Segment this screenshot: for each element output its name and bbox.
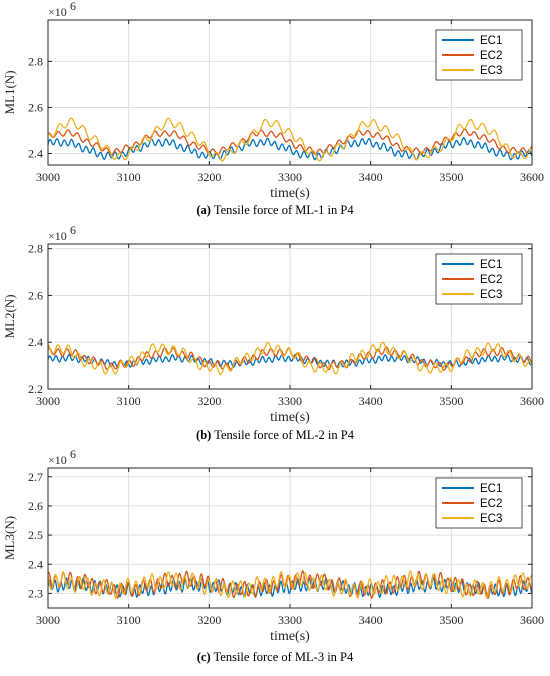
y-tick-label: 2.6 bbox=[28, 499, 43, 513]
y-tick-label: 2.6 bbox=[28, 100, 43, 114]
x-tick-label: 3200 bbox=[197, 613, 221, 627]
legend: EC1 EC2 EC3 bbox=[435, 29, 523, 81]
x-axis-label: time(s) bbox=[270, 629, 310, 644]
y-tick-label: 2.7 bbox=[28, 470, 43, 484]
series-group bbox=[48, 117, 532, 162]
series-group bbox=[48, 341, 532, 376]
series-line-ec3 bbox=[48, 570, 532, 599]
chart-panel-2: 3000 3100 3200 3300 3400 3500 3600 2.2 2.4 2.6 2.8… bbox=[2, 223, 544, 442]
legend-label-ec3: EC3 bbox=[480, 65, 502, 77]
y-tick-label: 2.4 bbox=[28, 335, 43, 349]
y-tick-label: 2.2 bbox=[28, 382, 43, 396]
x-tick-label: 3400 bbox=[359, 394, 383, 408]
series-line-ec1 bbox=[48, 353, 532, 368]
y-exponent-label: ×10 bbox=[48, 453, 67, 467]
caption-text: Tensile force of ML-1 in P4 bbox=[211, 203, 354, 217]
y-axis-label: ML2(N) bbox=[2, 294, 17, 338]
x-tick-label: 3500 bbox=[439, 170, 463, 184]
legend-label-ec1: EC1 bbox=[480, 483, 502, 495]
series-line-ec3 bbox=[48, 341, 532, 376]
y-exponent-label: ×10 bbox=[48, 5, 67, 19]
y-tick-label: 2.3 bbox=[28, 586, 43, 600]
x-tick-label: 3100 bbox=[117, 613, 141, 627]
y-tick-label: 2.6 bbox=[28, 288, 43, 302]
series-line-ec3 bbox=[48, 117, 532, 162]
legend-label-ec1: EC1 bbox=[480, 259, 502, 271]
y-exponent-label: ×10 bbox=[48, 229, 67, 243]
series-line-ec1 bbox=[48, 137, 532, 161]
x-tick-label: 3500 bbox=[439, 394, 463, 408]
panel-caption: (b) Tensile force of ML-2 in P4 bbox=[196, 428, 355, 442]
legend: EC1 EC2 EC3 bbox=[435, 253, 523, 305]
x-tick-label: 3000 bbox=[36, 613, 60, 627]
x-tick-label: 3600 bbox=[520, 613, 544, 627]
x-tick-label: 3400 bbox=[359, 613, 383, 627]
y-exponent-power: 6 bbox=[70, 447, 76, 461]
y-axis-label: ML3(N) bbox=[2, 516, 17, 560]
x-tick-label: 3200 bbox=[197, 394, 221, 408]
x-tick-label: 3400 bbox=[359, 170, 383, 184]
legend-label-ec2: EC2 bbox=[480, 498, 502, 510]
legend-label-ec2: EC2 bbox=[480, 274, 502, 286]
caption-letter: (a) bbox=[196, 203, 211, 217]
legend-label-ec3: EC3 bbox=[480, 289, 502, 301]
series-line-ec2 bbox=[48, 128, 532, 156]
series-group bbox=[48, 570, 532, 599]
y-tick-label: 2.8 bbox=[28, 54, 43, 68]
y-tick-label: 2.4 bbox=[28, 146, 43, 160]
x-tick-label: 3500 bbox=[439, 613, 463, 627]
legend-label-ec1: EC1 bbox=[480, 35, 502, 47]
caption-letter: (c) bbox=[197, 650, 211, 664]
legend-label-ec2: EC2 bbox=[480, 50, 502, 62]
panel-caption: (a) Tensile force of ML-1 in P4 bbox=[196, 203, 354, 217]
x-tick-label: 3100 bbox=[117, 394, 141, 408]
x-tick-label: 3000 bbox=[36, 170, 60, 184]
y-tick-label: 2.8 bbox=[28, 242, 43, 256]
legend: EC1 EC2 EC3 bbox=[435, 477, 523, 529]
x-tick-label: 3100 bbox=[117, 170, 141, 184]
x-tick-label: 3300 bbox=[278, 613, 302, 627]
y-tick-label: 2.5 bbox=[28, 528, 43, 542]
y-axis-label: ML1(N) bbox=[2, 70, 17, 114]
y-exponent-power: 6 bbox=[70, 0, 76, 13]
x-tick-label: 3300 bbox=[278, 170, 302, 184]
panel-caption: (c) Tensile force of ML-3 in P4 bbox=[197, 650, 354, 664]
y-tick-label: 2.4 bbox=[28, 557, 43, 571]
x-axis-label: time(s) bbox=[270, 410, 310, 425]
x-tick-label: 3000 bbox=[36, 394, 60, 408]
x-tick-label: 3200 bbox=[197, 170, 221, 184]
x-tick-label: 3600 bbox=[520, 394, 544, 408]
caption-text: Tensile force of ML-3 in P4 bbox=[211, 650, 354, 664]
x-tick-label: 3600 bbox=[520, 170, 544, 184]
chart-panel-3: 3000 3100 3200 3300 3400 3500 3600 2.3 2.4 2.5 2.6… bbox=[2, 447, 544, 664]
caption-letter: (b) bbox=[196, 428, 211, 442]
x-tick-label: 3300 bbox=[278, 394, 302, 408]
chart-panel-1: 3000 3100 3200 3300 3400 3500 3600 2.4 2.6 2.8 ×10… bbox=[2, 0, 544, 217]
x-axis-label: time(s) bbox=[270, 186, 310, 201]
y-exponent-power: 6 bbox=[70, 223, 76, 237]
caption-text: Tensile force of ML-2 in P4 bbox=[211, 428, 354, 442]
legend-label-ec3: EC3 bbox=[480, 513, 502, 525]
